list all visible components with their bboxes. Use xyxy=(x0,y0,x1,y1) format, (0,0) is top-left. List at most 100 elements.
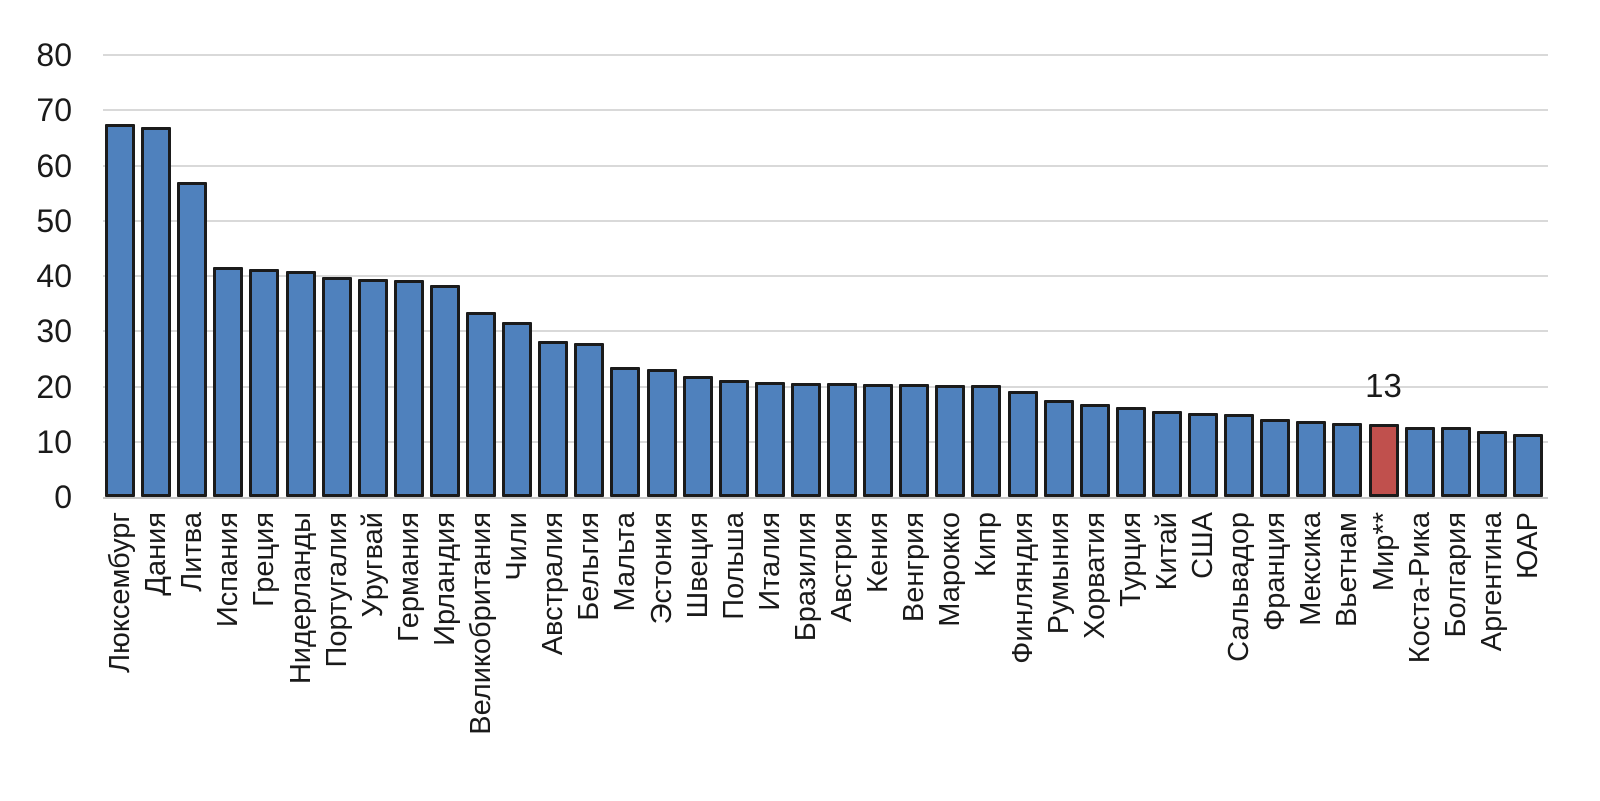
gridline xyxy=(103,385,1548,388)
x-axis-category-label: Австрия xyxy=(826,512,858,623)
y-axis-tick-label: 70 xyxy=(36,92,72,129)
bar xyxy=(682,376,713,497)
x-axis-category-label: Португалия xyxy=(320,512,353,668)
x-axis-category-label: США xyxy=(1187,512,1219,579)
bar xyxy=(393,280,424,497)
bar xyxy=(1079,403,1110,497)
x-axis-category-label: Марокко xyxy=(934,512,967,627)
y-axis-tick-label: 30 xyxy=(36,313,72,350)
x-axis-category-label: Китай xyxy=(1150,512,1183,591)
x-axis-category-label: Великобритания xyxy=(465,512,497,735)
x-axis-category-label: Финляндия xyxy=(1006,512,1039,664)
bar xyxy=(1296,421,1327,497)
bar xyxy=(1512,434,1543,497)
bar xyxy=(1115,407,1146,497)
x-axis-category-label: Германия xyxy=(392,512,425,643)
x-axis-category-label: Италия xyxy=(753,512,786,611)
bar xyxy=(141,126,172,497)
x-axis-category-label: Коста-Рика xyxy=(1403,512,1436,664)
x-axis-category-label: Эстония xyxy=(645,512,678,625)
bar xyxy=(1404,426,1435,497)
bar xyxy=(466,311,496,497)
bar xyxy=(971,385,1002,497)
x-axis-category-label: Ирландия xyxy=(428,512,461,646)
x-axis-category-label: Кения xyxy=(862,512,895,593)
x-axis-category-label: Сальвадор xyxy=(1223,512,1256,662)
bar xyxy=(899,384,930,497)
bar xyxy=(285,271,316,497)
x-axis-category-label: Аргентина xyxy=(1475,512,1508,652)
bar xyxy=(1151,410,1182,497)
y-axis-tick-label: 20 xyxy=(36,368,72,405)
x-axis-category-label: Франция xyxy=(1259,512,1292,631)
gridline xyxy=(103,330,1548,333)
bar xyxy=(213,267,244,497)
bar xyxy=(538,341,569,497)
bar xyxy=(1224,413,1255,497)
x-axis-category-label: Чили xyxy=(501,512,534,581)
bar xyxy=(718,380,749,497)
x-axis-category-label: Люксембург xyxy=(104,512,136,673)
bar xyxy=(1007,391,1038,497)
gridline xyxy=(103,440,1548,443)
x-axis-category-label: Бельгия xyxy=(573,512,606,621)
x-axis-line xyxy=(103,497,1548,499)
bar xyxy=(1476,431,1507,497)
bar xyxy=(502,322,533,497)
bar xyxy=(1043,399,1074,497)
y-axis-tick-label: 40 xyxy=(36,258,72,294)
y-axis-tick-label: 60 xyxy=(36,147,72,184)
bar xyxy=(610,366,641,497)
bar xyxy=(1332,422,1363,497)
bar xyxy=(429,284,460,497)
bar xyxy=(1440,427,1471,497)
bar xyxy=(321,277,352,497)
value-annotation: 13 xyxy=(1365,367,1402,404)
bar xyxy=(646,368,677,497)
x-axis-category-label: Швеция xyxy=(681,512,714,619)
x-axis-category-label: Кипр xyxy=(970,512,1003,577)
y-axis-tick-label: 50 xyxy=(36,202,72,239)
x-axis-category-label: Бразилия xyxy=(789,512,822,642)
bar xyxy=(863,384,894,497)
x-axis-category-label: Вьетнам xyxy=(1331,512,1364,627)
bar xyxy=(827,383,857,497)
x-axis-category-label: Турция xyxy=(1114,512,1147,607)
x-axis-category-label: Литва xyxy=(176,512,209,592)
x-axis-category-label: Венгрия xyxy=(898,512,931,623)
x-axis-category-label: Испания xyxy=(212,512,245,628)
gridline xyxy=(103,109,1548,112)
gridline xyxy=(103,219,1548,222)
y-axis-tick-label: 80 xyxy=(36,37,72,73)
bar-world-highlighted xyxy=(1368,423,1399,497)
x-axis-category-label: Дания xyxy=(140,512,173,596)
bar xyxy=(1260,419,1291,497)
x-axis-category-label: Мир** xyxy=(1367,512,1400,592)
x-axis-category-label: Мальта xyxy=(609,512,642,612)
x-axis-category-label: Нидерланды xyxy=(284,512,317,685)
x-axis-category-label: Австралия xyxy=(537,512,570,656)
x-axis-category-label: Болгария xyxy=(1439,512,1472,638)
bar xyxy=(935,384,966,497)
x-axis-category-label: Румыния xyxy=(1042,512,1075,635)
bar xyxy=(754,382,785,497)
bar xyxy=(177,182,208,497)
x-axis-category-label: Уругвай xyxy=(356,512,389,618)
x-axis-category-label: Хорватия xyxy=(1078,512,1111,640)
gridline xyxy=(103,54,1548,56)
bar xyxy=(790,382,821,497)
bar xyxy=(574,342,605,497)
bar xyxy=(249,269,280,497)
x-axis-category-label: ЮАР xyxy=(1511,512,1544,580)
gridline xyxy=(103,164,1548,167)
y-axis-tick-label: 10 xyxy=(36,423,72,460)
gridline xyxy=(103,275,1548,277)
x-axis-category-label: Польша xyxy=(717,512,750,620)
bar xyxy=(1188,413,1218,497)
bar xyxy=(105,124,135,497)
y-axis-tick-label: 0 xyxy=(54,479,72,515)
bar xyxy=(357,278,388,497)
x-axis-category-label: Греция xyxy=(248,512,281,607)
